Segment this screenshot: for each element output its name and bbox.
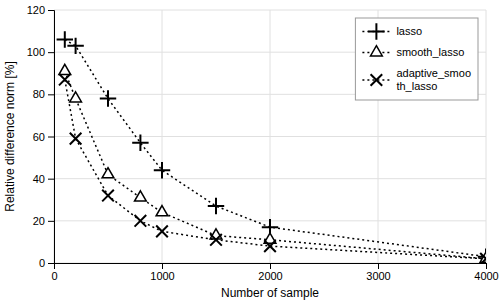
x-axis-tick-label: 1000 xyxy=(150,270,174,282)
x-axis-tick-label: 4000 xyxy=(474,270,498,282)
y-axis-tick-mark xyxy=(48,137,54,138)
y-axis-tick-label: 60 xyxy=(33,131,45,143)
y-axis-tick: 80 xyxy=(33,88,54,100)
series-marker xyxy=(67,38,83,54)
series-line xyxy=(65,40,486,257)
grid-line-y xyxy=(54,136,486,137)
y-axis-tick-label: 120 xyxy=(27,4,45,16)
x-axis-tick-mark xyxy=(162,263,163,269)
grid xyxy=(54,10,486,263)
legend-marker xyxy=(371,74,383,86)
series-marker xyxy=(135,215,147,227)
y-axis-tick-mark xyxy=(48,52,54,53)
x-axis: 0 1000 2000 3000 4000 xyxy=(51,263,498,282)
series-marker xyxy=(478,248,486,263)
y-axis-tick: 40 xyxy=(33,173,54,185)
y-axis-tick-mark xyxy=(48,10,54,11)
y-axis-tick: 0 xyxy=(39,257,54,269)
legend-frame xyxy=(355,18,478,100)
legend-label: adaptive_smooth_lasso xyxy=(396,67,471,92)
series-marker xyxy=(70,133,82,145)
y-axis-tick-label: 20 xyxy=(33,215,45,227)
legend: lasso smooth_lasso adaptive_smooth_lasso xyxy=(355,18,478,100)
grid-line-y xyxy=(54,178,486,179)
plot-area xyxy=(57,31,486,263)
series-marker xyxy=(156,206,168,216)
legend-entry: smooth_lasso xyxy=(362,46,464,58)
x-axis-tick-label: 2000 xyxy=(258,270,282,282)
x-axis-tick: 0 xyxy=(51,263,57,282)
legend-entry: adaptive_smooth_lasso xyxy=(362,67,471,92)
series-marker xyxy=(135,191,147,201)
x-axis-tick-label: 3000 xyxy=(366,270,390,282)
y-axis-tick: 120 xyxy=(27,4,54,16)
x-axis-tick: 4000 xyxy=(474,263,498,282)
x-axis-tick-mark xyxy=(486,263,487,269)
chart: 0 1000 2000 3000 4000 0 20 40 60 80 100 120 Number o… xyxy=(0,0,500,303)
series-marker xyxy=(59,64,71,74)
series-marker xyxy=(100,90,116,106)
x-axis-line xyxy=(55,264,487,270)
series-marker xyxy=(132,135,148,151)
legend-marker xyxy=(368,23,384,39)
y-axis-title: Relative difference norm [%] xyxy=(3,61,17,212)
legend-entry: lasso xyxy=(362,23,422,39)
x-axis-tick-mark xyxy=(378,263,379,269)
y-axis-tick-label: 100 xyxy=(27,46,45,58)
y-axis: 0 20 40 60 80 100 120 xyxy=(27,4,55,269)
y-axis-tick-mark xyxy=(48,179,54,180)
series-marker xyxy=(70,92,82,102)
series-marker xyxy=(264,240,276,252)
legend-marker xyxy=(371,46,383,56)
series-marker xyxy=(156,226,168,238)
y-axis-tick-label: 40 xyxy=(33,173,45,185)
y-axis-tick-mark xyxy=(48,263,54,264)
y-axis-tick-mark xyxy=(48,221,54,222)
x-axis-tick: 1000 xyxy=(150,263,174,282)
series-marker xyxy=(59,74,71,86)
y-axis-line xyxy=(48,11,55,264)
x-axis-tick: 2000 xyxy=(258,263,282,282)
x-axis-tick: 3000 xyxy=(366,263,390,282)
x-axis-tick-label: 0 xyxy=(51,270,57,282)
grid-line-y xyxy=(54,10,486,11)
series-marker xyxy=(102,168,114,178)
y-axis-tick-label: 0 xyxy=(39,257,45,269)
legend-label: smooth_lasso xyxy=(396,46,464,58)
series-marker xyxy=(154,162,170,178)
y-axis-tick: 100 xyxy=(27,46,54,58)
series-marker xyxy=(210,229,222,239)
y-axis-tick-mark xyxy=(48,94,54,95)
series-marker xyxy=(102,190,114,202)
y-axis-tick: 20 xyxy=(33,215,54,227)
legend-label: lasso xyxy=(396,25,422,37)
series-marker xyxy=(210,234,222,246)
series-marker xyxy=(208,198,224,214)
y-axis-tick: 60 xyxy=(33,131,54,143)
series-marker xyxy=(480,253,486,263)
x-axis-title: Number of sample xyxy=(221,286,319,300)
y-axis-tick-label: 80 xyxy=(33,88,45,100)
x-axis-tick-mark xyxy=(270,263,271,269)
series-line xyxy=(65,80,486,259)
